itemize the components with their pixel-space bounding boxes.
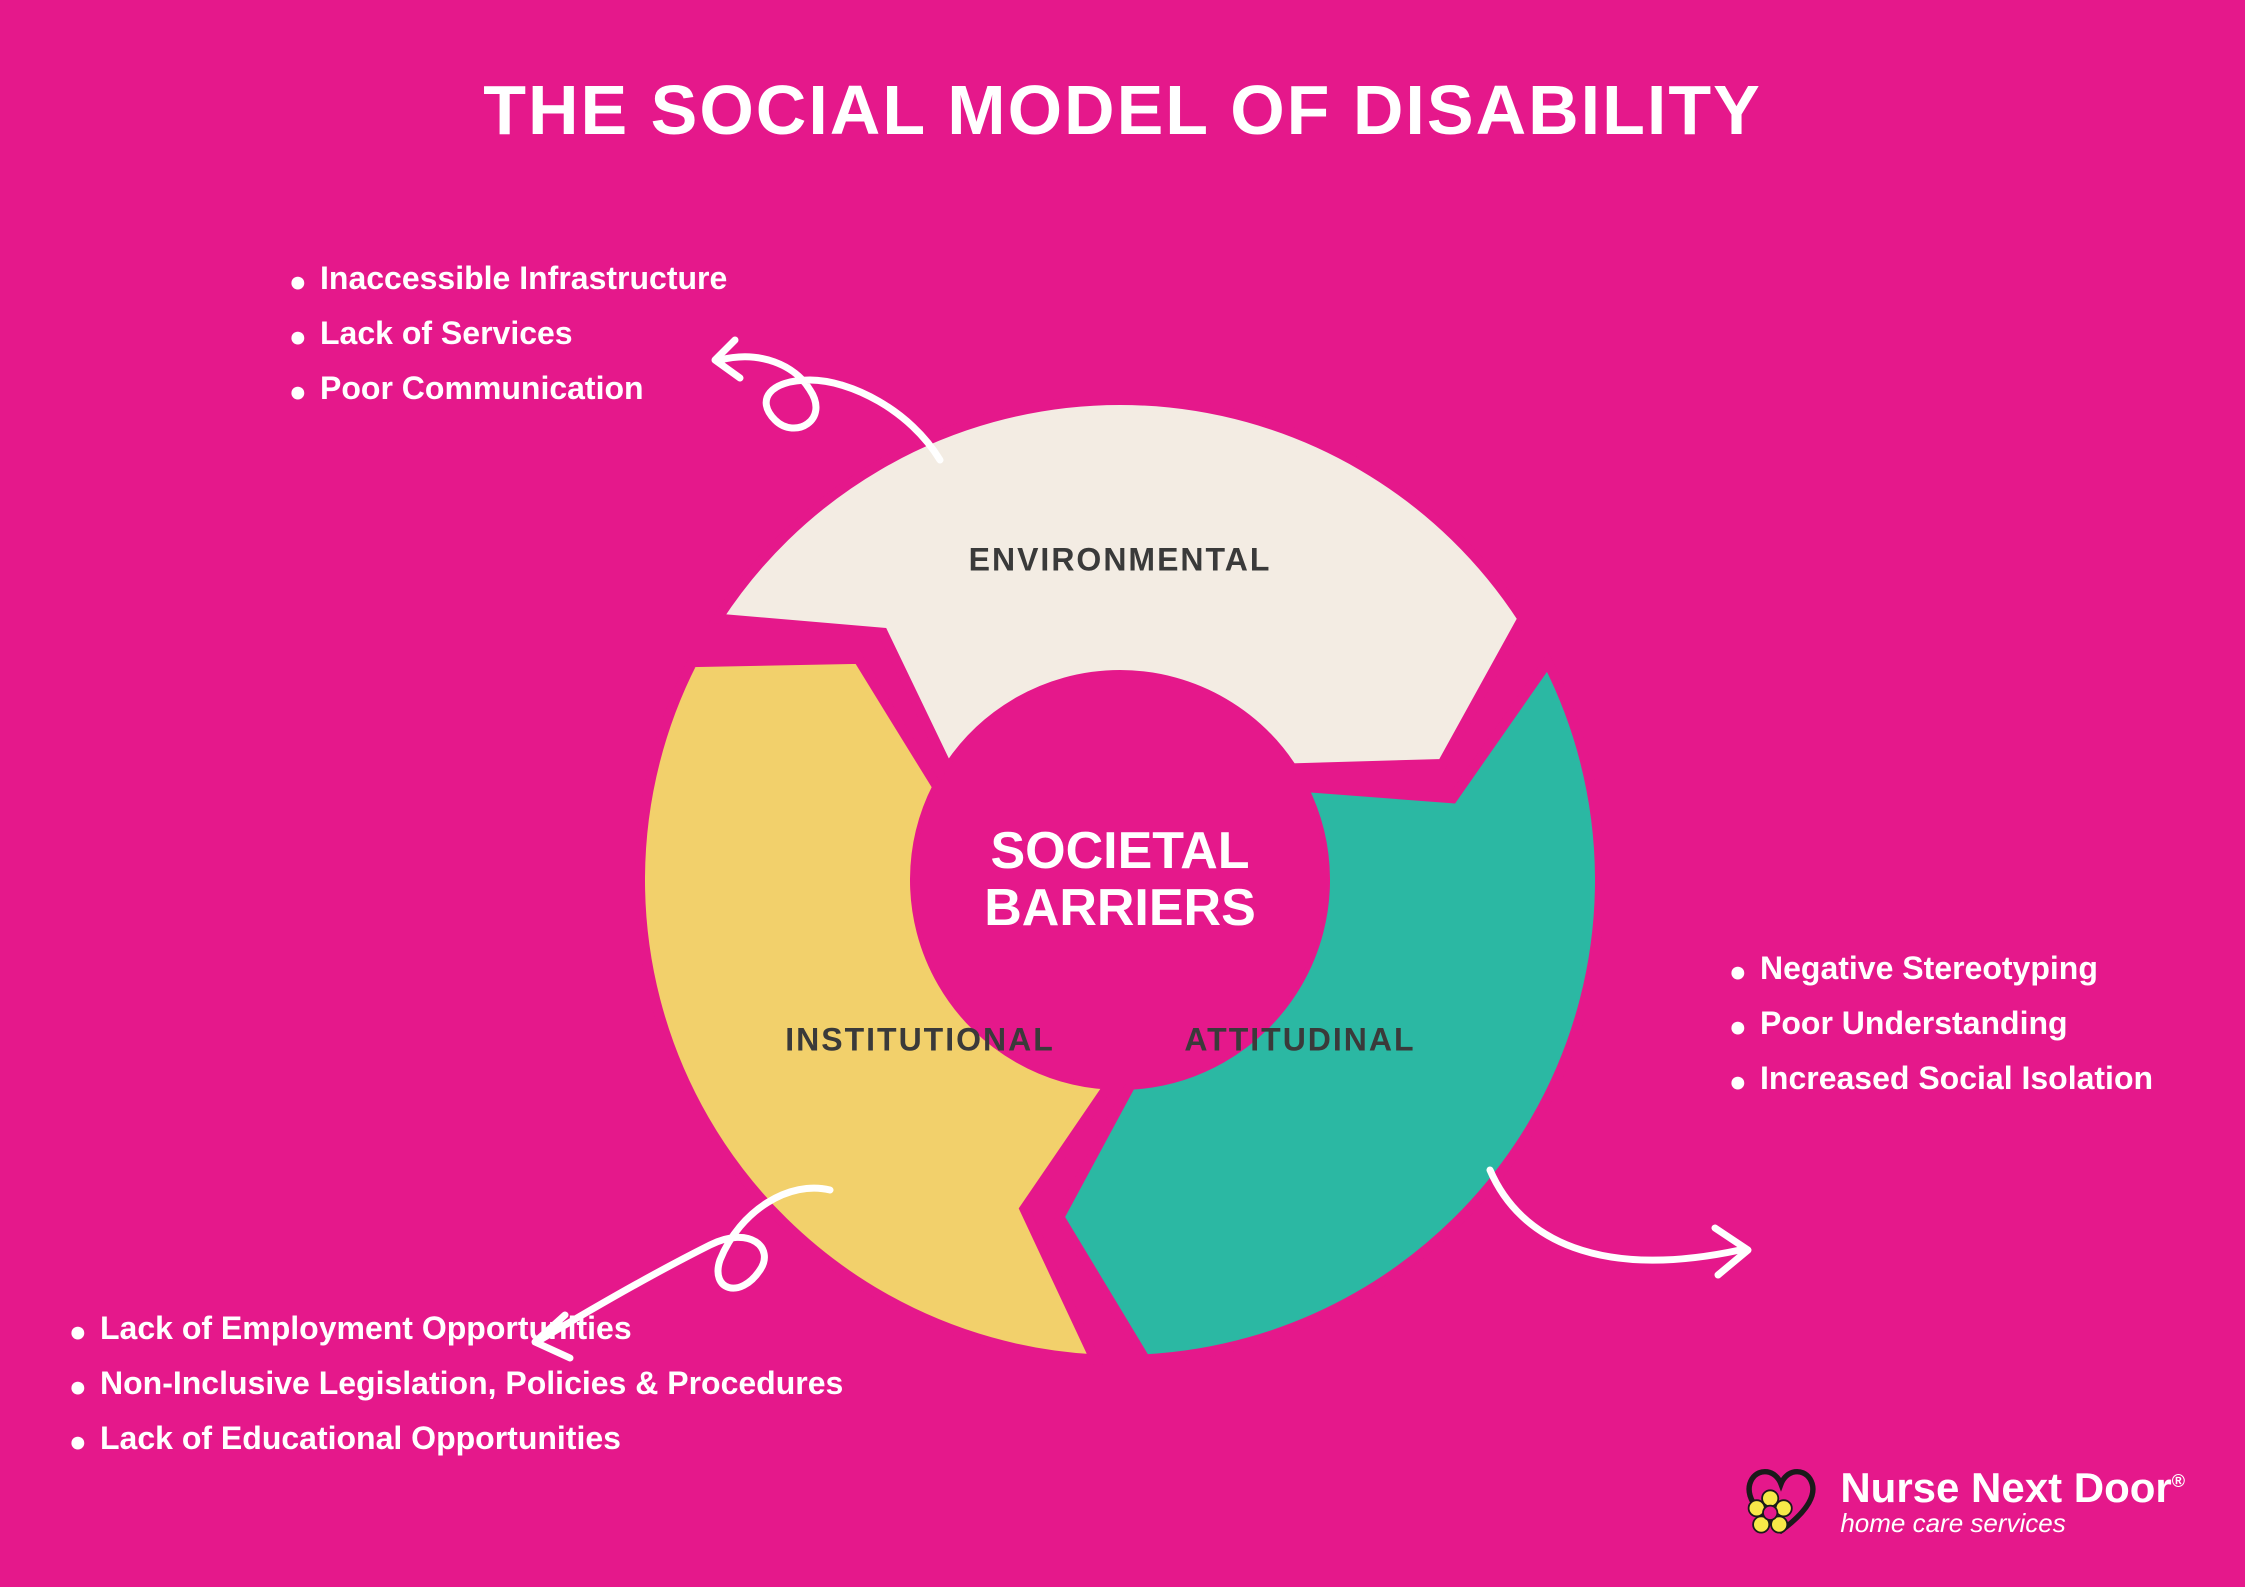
bullet-item: Poor Communication: [280, 370, 727, 407]
arrow-attitudinal: [1470, 1150, 1770, 1300]
segment-label-institutional: INSTITUTIONAL: [785, 1022, 1055, 1059]
logo-icon: [1736, 1457, 1826, 1547]
bullet-item: Lack of Educational Opportunities: [60, 1420, 843, 1457]
bullet-item: Lack of Services: [280, 315, 727, 352]
reg-mark: ®: [2172, 1471, 2185, 1491]
arrow-environmental: [700, 290, 960, 470]
bullet-item: Poor Understanding: [1720, 1005, 2153, 1042]
brand-logo: Nurse Next Door® home care services: [1736, 1457, 2185, 1547]
bullet-item: Inaccessible Infrastructure: [280, 260, 727, 297]
bullet-item: Increased Social Isolation: [1720, 1060, 2153, 1097]
logo-title: Nurse Next Door: [1840, 1464, 2171, 1511]
bullet-item: Non-Inclusive Legislation, Policies & Pr…: [60, 1365, 843, 1402]
logo-subtitle: home care services: [1840, 1510, 2185, 1537]
segment-label-attitudinal: ATTITUDINAL: [1184, 1022, 1415, 1059]
center-line1: SOCIETAL: [984, 823, 1256, 880]
infographic-canvas: THE SOCIAL MODEL OF DISABILITY SOCIETAL …: [0, 0, 2245, 1587]
main-title: THE SOCIAL MODEL OF DISABILITY: [0, 70, 2245, 150]
bullet-item: Negative Stereotyping: [1720, 950, 2153, 987]
center-label: SOCIETAL BARRIERS: [984, 823, 1256, 937]
bullets-attitudinal: Negative Stereotyping Poor Understanding I…: [1720, 950, 2153, 1115]
center-line2: BARRIERS: [984, 880, 1256, 937]
logo-text: Nurse Next Door® home care services: [1840, 1466, 2185, 1537]
bullets-environmental: Inaccessible Infrastructure Lack of Servi…: [280, 260, 727, 425]
bullet-item: Lack of Employment Opportunities: [60, 1310, 843, 1347]
bullets-institutional: Lack of Employment Opportunities Non-Incl…: [60, 1310, 843, 1475]
segment-label-environmental: ENVIRONMENTAL: [969, 542, 1272, 579]
